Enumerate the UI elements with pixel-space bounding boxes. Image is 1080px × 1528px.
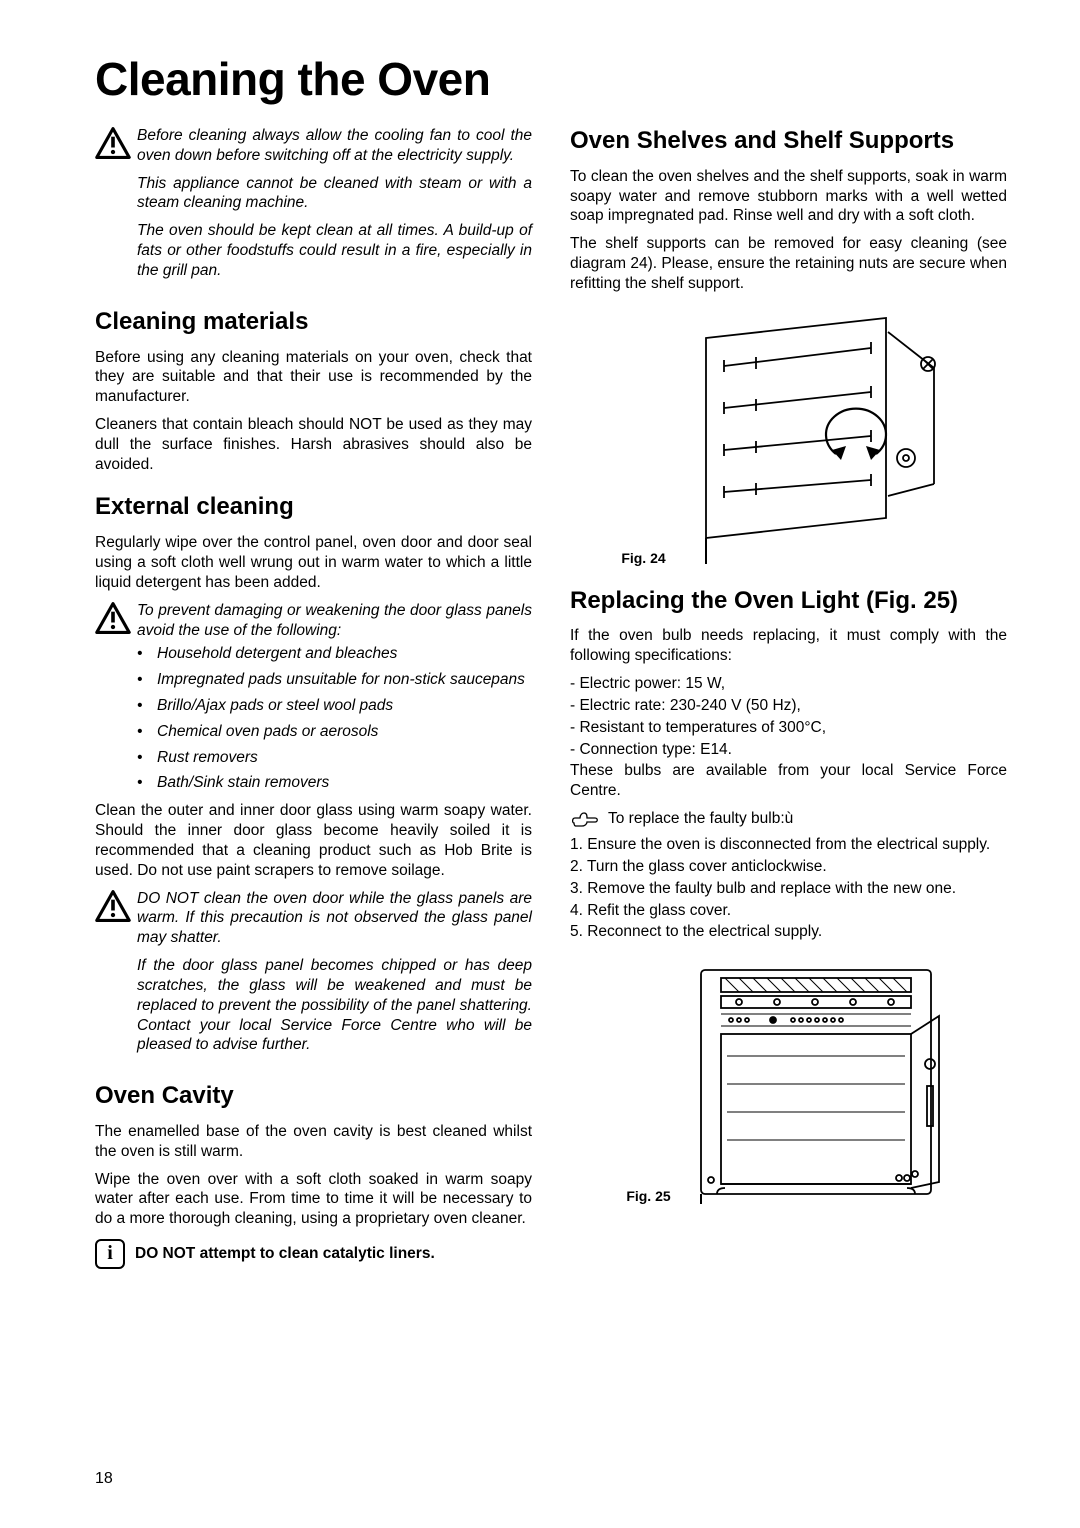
heading-external-cleaning: External cleaning bbox=[95, 492, 532, 523]
figure-24: Fig. 24 bbox=[570, 308, 1007, 568]
sec2-p1: Regularly wipe over the control panel, o… bbox=[95, 533, 532, 592]
heading-shelves: Oven Shelves and Shelf Supports bbox=[570, 126, 1007, 157]
info-note: i DO NOT attempt to clean catalytic line… bbox=[95, 1239, 532, 1269]
list-item: 4. Refit the glass cover. bbox=[570, 901, 1007, 921]
list-item: 2. Turn the glass cover anticlockwise. bbox=[570, 857, 1007, 877]
info-icon: i bbox=[95, 1239, 125, 1269]
rsec1-p2: The shelf supports can be removed for ea… bbox=[570, 234, 1007, 293]
sec2-p2: Clean the outer and inner door glass usi… bbox=[95, 801, 532, 880]
intro-p3: The oven should be kept clean at all tim… bbox=[137, 221, 532, 280]
sec3-p1: The enamelled base of the oven cavity is… bbox=[95, 1122, 532, 1162]
list-item: 1. Ensure the oven is disconnected from … bbox=[570, 835, 1007, 855]
info-text: DO NOT attempt to clean catalytic liners… bbox=[135, 1244, 435, 1264]
oven-light-diagram bbox=[681, 956, 951, 1206]
sec1-p1: Before using any cleaning materials on y… bbox=[95, 348, 532, 407]
pointing-hand-icon bbox=[570, 809, 600, 829]
heading-oven-light: Replacing the Oven Light (Fig. 25) bbox=[570, 586, 1007, 617]
list-item: Household detergent and bleaches bbox=[137, 644, 532, 664]
sec2-warn2-p1: DO NOT clean the oven door while the gla… bbox=[137, 889, 532, 948]
hand-note: To replace the faulty bulb:ù bbox=[570, 809, 1007, 829]
shelf-support-diagram bbox=[676, 308, 956, 568]
rsec2-p1: If the oven bulb needs replacing, it mus… bbox=[570, 626, 1007, 666]
heading-oven-cavity: Oven Cavity bbox=[95, 1081, 532, 1112]
intro-warning-text: Before cleaning always allow the cooling… bbox=[137, 126, 532, 289]
sec2-warn1-text: To prevent damaging or weakening the doo… bbox=[137, 601, 532, 641]
list-item: Bath/Sink stain removers bbox=[137, 773, 532, 793]
fig24-caption: Fig. 24 bbox=[621, 550, 665, 568]
fig25-caption: Fig. 25 bbox=[626, 1188, 670, 1206]
list-item: - Electric rate: 230-240 V (50 Hz), bbox=[570, 696, 1007, 716]
rsec2-p2: These bulbs are available from your loca… bbox=[570, 761, 1007, 801]
bulb-specs: - Electric power: 15 W, - Electric rate:… bbox=[570, 674, 1007, 759]
warning-icon bbox=[95, 126, 131, 160]
sec3-p2: Wipe the oven over with a soft cloth soa… bbox=[95, 1170, 532, 1229]
list-item: Chemical oven pads or aerosols bbox=[137, 722, 532, 742]
replace-steps: 1. Ensure the oven is disconnected from … bbox=[570, 835, 1007, 942]
list-item: 5. Reconnect to the electrical supply. bbox=[570, 922, 1007, 942]
sec2-warn2-p2: If the door glass panel becomes chipped … bbox=[137, 956, 532, 1055]
page-title: Cleaning the Oven bbox=[95, 52, 1008, 106]
list-item: Rust removers bbox=[137, 748, 532, 768]
avoid-list: Household detergent and bleaches Impregn… bbox=[95, 644, 532, 793]
figure-25: Fig. 25 bbox=[570, 956, 1007, 1206]
list-item: - Resistant to temperatures of 300°C, bbox=[570, 718, 1007, 738]
list-item: - Connection type: E14. bbox=[570, 740, 1007, 760]
warning-icon bbox=[95, 601, 131, 635]
sec2-warning-2: DO NOT clean the oven door while the gla… bbox=[95, 889, 532, 1064]
sec2-warn2-text: DO NOT clean the oven door while the gla… bbox=[137, 889, 532, 1064]
list-item: 3. Remove the faulty bulb and replace wi… bbox=[570, 879, 1007, 899]
right-column: Oven Shelves and Shelf Supports To clean… bbox=[570, 126, 1007, 1269]
intro-warning: Before cleaning always allow the cooling… bbox=[95, 126, 532, 289]
left-column: Before cleaning always allow the cooling… bbox=[95, 126, 532, 1269]
list-item: Impregnated pads unsuitable for non-stic… bbox=[137, 670, 532, 690]
sec2-warning-1: To prevent damaging or weakening the doo… bbox=[95, 601, 532, 641]
content-columns: Before cleaning always allow the cooling… bbox=[95, 126, 1008, 1269]
heading-cleaning-materials: Cleaning materials bbox=[95, 307, 532, 338]
page-number: 18 bbox=[95, 1470, 113, 1488]
warning-icon bbox=[95, 889, 131, 923]
list-item: Brillo/Ajax pads or steel wool pads bbox=[137, 696, 532, 716]
list-item: - Electric power: 15 W, bbox=[570, 674, 1007, 694]
intro-p2: This appliance cannot be cleaned with st… bbox=[137, 174, 532, 214]
hand-text: To replace the faulty bulb:ù bbox=[608, 809, 793, 829]
intro-p1: Before cleaning always allow the cooling… bbox=[137, 126, 532, 166]
sec1-p2: Cleaners that contain bleach should NOT … bbox=[95, 415, 532, 474]
rsec1-p1: To clean the oven shelves and the shelf … bbox=[570, 167, 1007, 226]
